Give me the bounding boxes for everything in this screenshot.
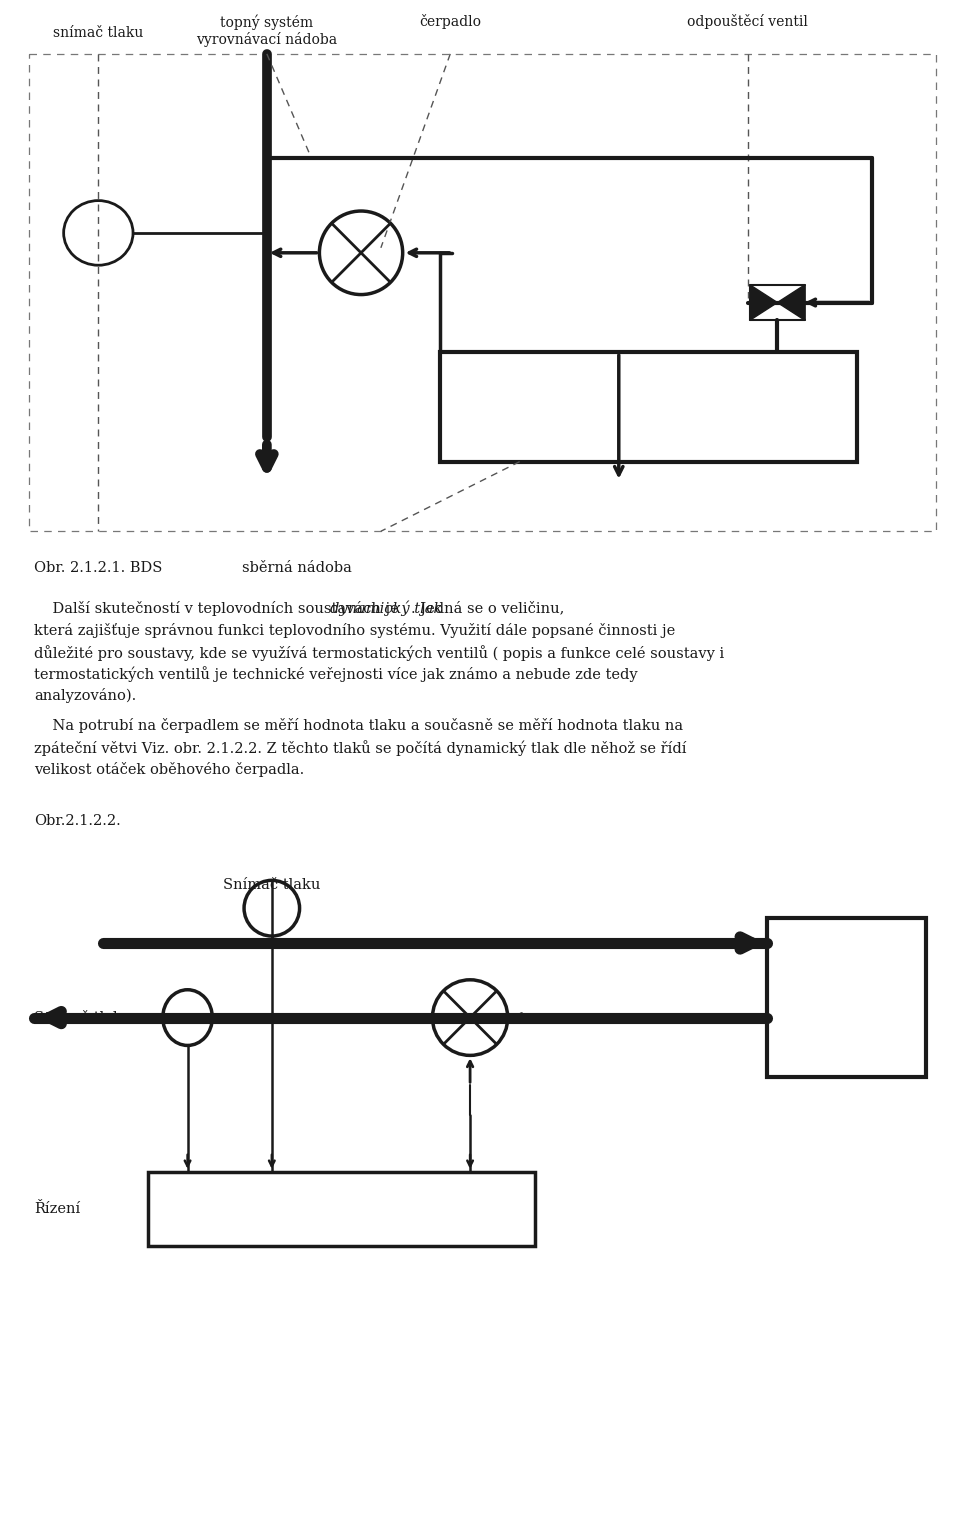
Polygon shape <box>750 285 778 320</box>
Text: Na potrubí na čerpadlem se měří hodnota tlaku a současně se měří hodnota tlaku n: Na potrubí na čerpadlem se měří hodnota … <box>34 719 683 733</box>
Polygon shape <box>778 285 805 320</box>
Text: velikost otáček oběhového čerpadla.: velikost otáček oběhového čerpadla. <box>34 762 304 777</box>
Text: . Jedná se o veličinu,: . Jedná se o veličinu, <box>411 602 564 615</box>
Bar <box>441 352 856 461</box>
Text: Snímač tlaku: Snímač tlaku <box>223 879 321 892</box>
Text: Snímač tlaku: Snímač tlaku <box>34 1011 132 1025</box>
Bar <box>148 1171 535 1246</box>
Text: Další skutečností v teplovodních soustavách je: Další skutečností v teplovodních soustav… <box>34 602 403 615</box>
Text: Obr. 2.1.2.1. BDS: Obr. 2.1.2.1. BDS <box>34 560 162 576</box>
Text: odpouštěcí ventil: odpouštěcí ventil <box>687 14 808 29</box>
Text: analyzováno).: analyzováno). <box>34 688 136 704</box>
Text: termostatických ventilů je technické veřejnosti více jak známo a nebude zde tedy: termostatických ventilů je technické veř… <box>34 667 637 682</box>
Text: topný systém: topný systém <box>220 14 313 29</box>
Text: dynamický tlak: dynamický tlak <box>329 602 442 617</box>
Text: která zajišťuje správnou funkci teplovodního systému. Využití dále popsané činno: která zajišťuje správnou funkci teplovod… <box>34 623 675 638</box>
Bar <box>29 53 936 532</box>
Bar <box>767 918 926 1077</box>
Text: čerpadlo: čerpadlo <box>420 14 481 29</box>
Text: důležité pro soustavy, kde se využívá termostatických ventilů ( popis a funkce c: důležité pro soustavy, kde se využívá te… <box>34 644 724 661</box>
Text: sběrná nádoba: sběrná nádoba <box>242 560 352 576</box>
Text: Řízení: Řízení <box>34 1202 80 1215</box>
Text: vyrovnávací nádoba: vyrovnávací nádoba <box>196 32 337 47</box>
Text: Obr.2.1.2.2.: Obr.2.1.2.2. <box>34 813 121 827</box>
Text: snímač tlaku: snímač tlaku <box>53 26 144 40</box>
Text: zpáteční větvi Viz. obr. 2.1.2.2. Z těchto tlaků se počítá dynamický tlak dle ně: zpáteční větvi Viz. obr. 2.1.2.2. Z těch… <box>34 740 686 755</box>
